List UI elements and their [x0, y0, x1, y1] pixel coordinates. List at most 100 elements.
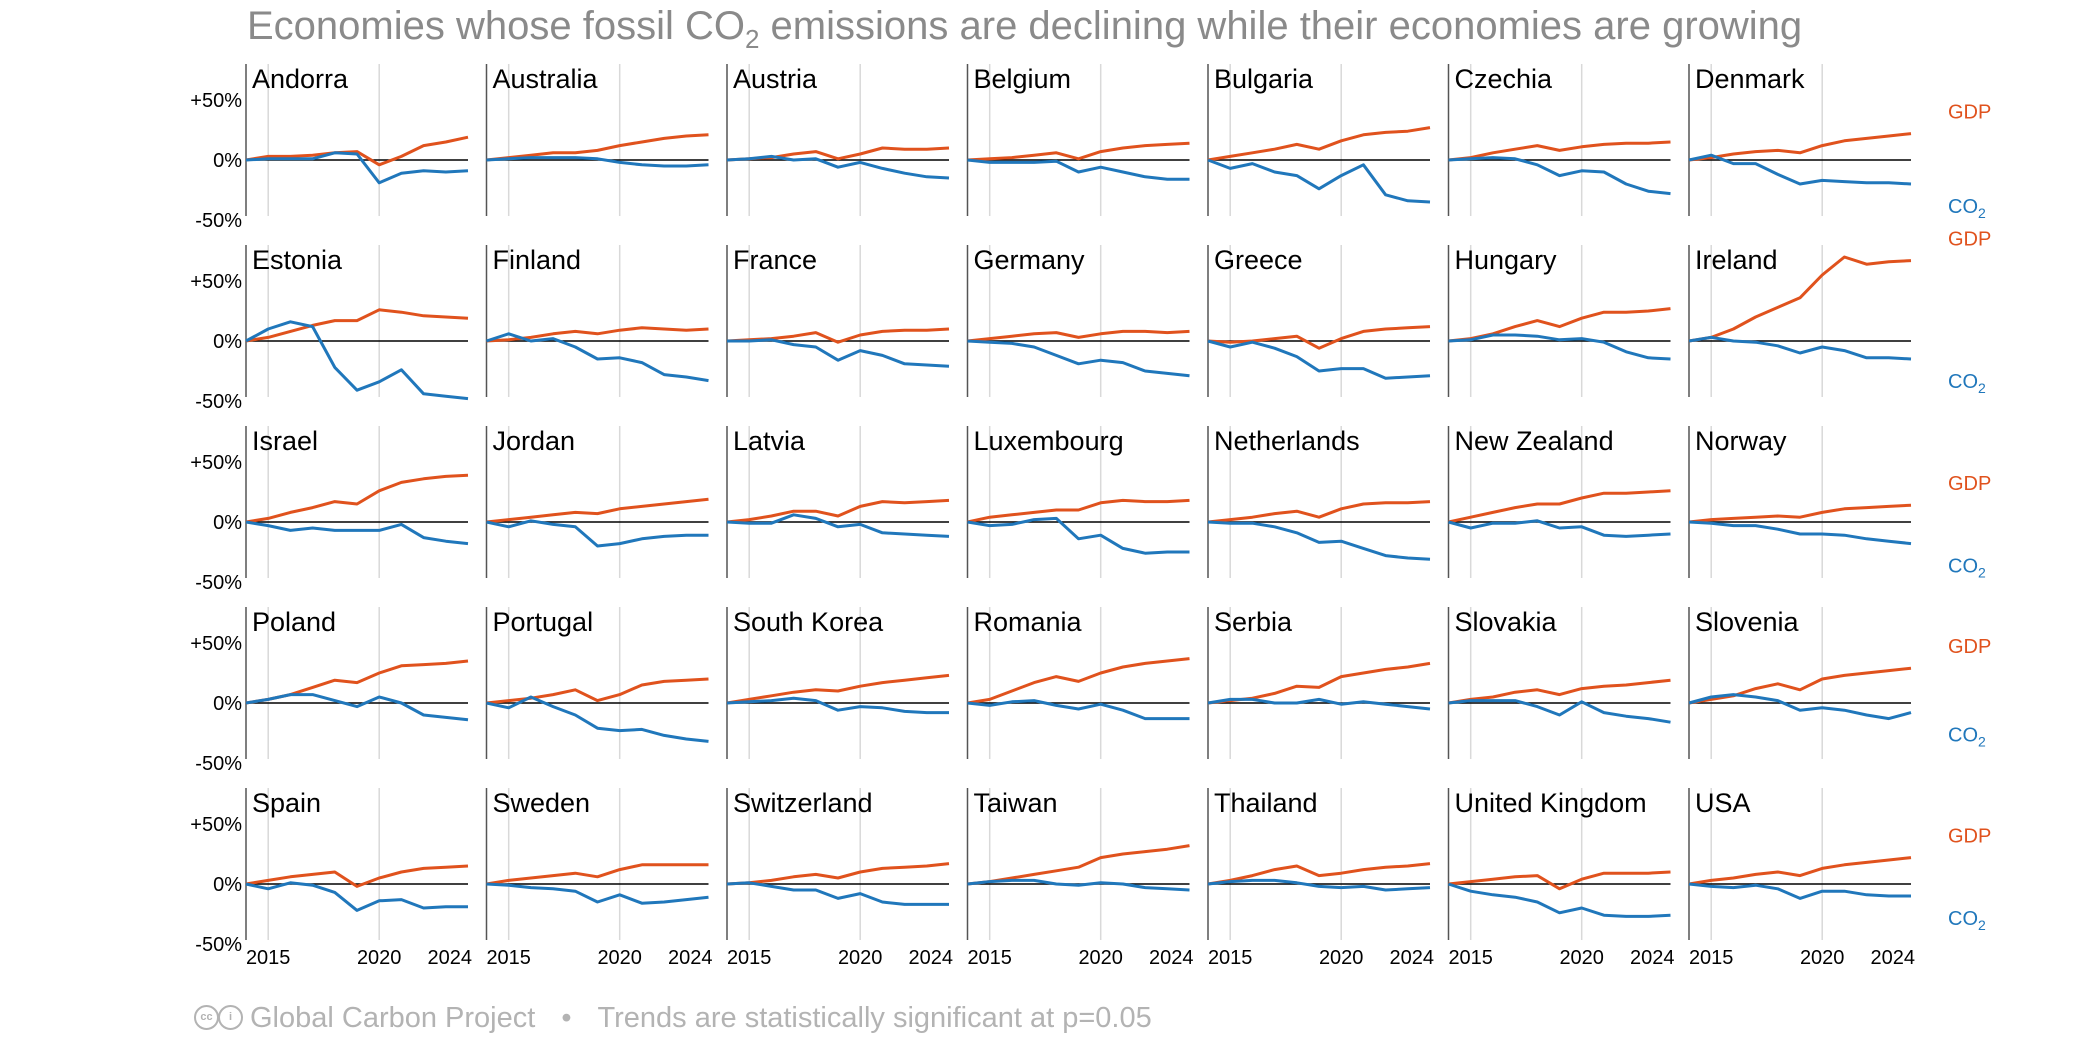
panel-label: Bulgaria: [1214, 64, 1314, 94]
panel-label: Latvia: [733, 426, 806, 456]
panel-belgium: Belgium: [966, 64, 1190, 216]
gdp-line: [486, 326, 709, 343]
co2-line: [1207, 520, 1431, 561]
panel-label: Norway: [1695, 426, 1787, 456]
panel-label: Serbia: [1214, 607, 1293, 637]
gdp-line: [967, 329, 1190, 343]
panel-united-kingdom: United Kingdom 2015 2020 2024: [1447, 788, 1675, 969]
legend-gdp-label: GDP: [1948, 636, 1991, 658]
panel-latvia: Latvia: [726, 426, 950, 578]
co2-line: [1448, 882, 1671, 918]
panel-portugal: Portugal: [485, 607, 709, 759]
x-tick-label: 2015: [1448, 947, 1493, 969]
co2-line: [1688, 520, 1912, 546]
gdp-line: [1207, 126, 1431, 162]
panel-label: USA: [1695, 788, 1751, 818]
panel-label: Finland: [493, 245, 582, 275]
co2-line: [486, 695, 709, 743]
gdp-line: [1207, 661, 1431, 705]
panel-label: Thailand: [1214, 788, 1318, 818]
x-tick-label: 2024: [428, 947, 473, 969]
panel-label: Jordan: [493, 426, 576, 456]
y-tick-label: -50%: [195, 934, 242, 956]
y-tick-label: 0%: [213, 874, 242, 896]
y-tick-label: 0%: [213, 331, 242, 353]
x-tick-label: 2024: [1871, 947, 1916, 969]
x-tick-label: 2024: [1390, 947, 1435, 969]
panel-poland: Poland +50% 0% -50%: [190, 607, 469, 775]
x-tick-label: 2015: [1208, 947, 1253, 969]
y-tick-label: 0%: [213, 150, 242, 172]
gdp-line: [486, 863, 709, 886]
y-tick-label: +50%: [190, 271, 242, 293]
legend-co2-label: CO2: [1948, 908, 1986, 933]
panel-jordan: Jordan: [485, 426, 709, 578]
co2-line: [726, 696, 949, 715]
panel-taiwan: Taiwan 2015 2020 2024: [966, 788, 1194, 969]
panel-netherlands: Netherlands: [1207, 426, 1431, 578]
panel-label: Taiwan: [974, 788, 1058, 818]
x-tick-label: 2015: [246, 947, 291, 969]
co2-line: [1688, 153, 1912, 186]
legend-gdp-label: GDP: [1948, 473, 1991, 495]
panel-label: Sweden: [493, 788, 591, 818]
co2-line: [486, 882, 709, 905]
panel-estonia: Estonia +50% 0% -50%: [190, 245, 469, 413]
gdp-line: [245, 473, 469, 524]
chart-footer: cc i Global Carbon Project • Trends are stat…: [194, 1002, 1152, 1035]
x-tick-label: 2020: [597, 947, 642, 969]
panel-switzerland: Switzerland 2015 2020 2024: [726, 788, 953, 969]
cc-by-license-icon: cc i: [194, 1004, 243, 1030]
gdp-line: [1207, 862, 1431, 886]
gdp-line: [1688, 666, 1912, 705]
gdp-line: [245, 308, 469, 343]
x-tick-label: 2020: [1559, 947, 1604, 969]
panel-label: Slovenia: [1695, 607, 1800, 637]
co2-line: [1207, 878, 1431, 892]
panel-label: New Zealand: [1455, 426, 1614, 456]
co2-line: [245, 881, 468, 912]
co2-line: [486, 156, 709, 168]
gdp-line: [1688, 503, 1912, 524]
y-tick-label: -50%: [195, 753, 242, 775]
gdp-line: [245, 135, 469, 167]
panel-label: Luxembourg: [974, 426, 1124, 456]
panel-norway: Norway: [1688, 426, 1912, 578]
gdp-line: [245, 864, 469, 888]
panel-slovenia: Slovenia: [1688, 607, 1912, 759]
panel-label: Portugal: [493, 607, 594, 637]
co2-line: [1207, 339, 1431, 380]
gdp-line: [486, 677, 709, 705]
y-tick-label: +50%: [190, 90, 242, 112]
co2-line: [967, 158, 1190, 181]
gdp-line: [1448, 140, 1671, 162]
panel-label: United Kingdom: [1455, 788, 1647, 818]
x-tick-label: 2024: [1630, 947, 1675, 969]
panel-label: Romania: [974, 607, 1083, 637]
x-tick-label: 2020: [1078, 947, 1123, 969]
x-tick-label: 2020: [1800, 947, 1845, 969]
gdp-line: [726, 673, 950, 705]
panel-label: Belgium: [974, 64, 1072, 94]
gdp-line: [486, 133, 709, 162]
co2-line: [726, 154, 950, 180]
x-tick-label: 2015: [967, 947, 1012, 969]
legend-gdp-label: GDP: [1948, 102, 1991, 124]
panel-sweden: Sweden 2015 2020 2024: [485, 788, 713, 969]
panel-bulgaria: Bulgaria: [1207, 64, 1431, 216]
gdp-line: [486, 497, 709, 524]
legend-co2-label: CO2: [1948, 725, 1986, 750]
x-tick-label: 2015: [1689, 947, 1734, 969]
panel-label: Austria: [733, 64, 818, 94]
y-tick-label: -50%: [195, 572, 242, 594]
panel-australia: Australia: [485, 64, 709, 216]
co2-line: [486, 332, 709, 383]
co2-line: [245, 693, 469, 722]
co2-line: [1688, 335, 1912, 361]
gdp-line: [967, 141, 1190, 162]
footer-separator: •: [561, 1002, 572, 1034]
y-tick-label: +50%: [190, 633, 242, 655]
panel-finland: Finland: [485, 245, 709, 397]
x-tick-label: 2020: [1319, 947, 1364, 969]
